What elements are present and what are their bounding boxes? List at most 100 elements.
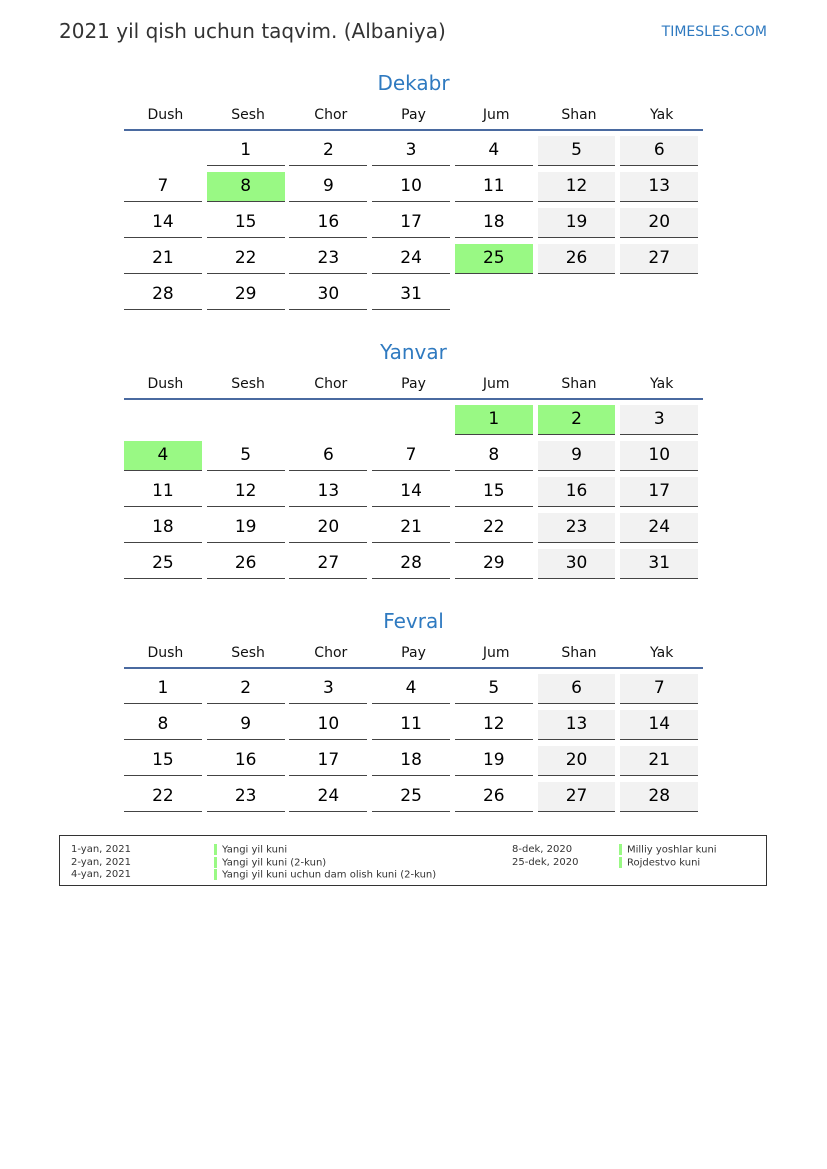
legend-holiday: Yangi yil kuni uchun dam olish kuni (2-k…: [214, 869, 436, 881]
day-cell[interactable]: 24: [289, 782, 368, 812]
day-cell[interactable]: 22: [124, 782, 202, 812]
day-cell[interactable]: 24: [620, 513, 699, 543]
day-cell[interactable]: 21: [372, 513, 450, 543]
day-cell[interactable]: 6: [620, 136, 699, 166]
day-cell[interactable]: 3: [620, 405, 699, 435]
day-cell[interactable]: 12: [454, 710, 533, 740]
weekday-label: Pay: [401, 645, 426, 661]
day-cell[interactable]: 10: [620, 441, 699, 471]
day-cell[interactable]: 6: [537, 674, 616, 704]
day-cell[interactable]: 5: [537, 136, 616, 166]
day-cell[interactable]: 12: [537, 172, 616, 202]
day-cell[interactable]: 20: [289, 513, 368, 543]
day-cell[interactable]: 1: [206, 136, 285, 166]
day-cell[interactable]: 3: [372, 136, 450, 166]
day-cell[interactable]: 19: [454, 746, 533, 776]
day-cell[interactable]: 17: [289, 746, 368, 776]
day-cell[interactable]: 13: [289, 477, 368, 507]
weekday-label: Sesh: [231, 107, 265, 123]
day-cell[interactable]: 5: [454, 674, 533, 704]
day-cell[interactable]: 13: [537, 710, 616, 740]
empty-cell: [207, 405, 285, 434]
day-cell[interactable]: 29: [454, 549, 533, 579]
day-cell[interactable]: 26: [454, 782, 533, 812]
day-cell[interactable]: 17: [372, 208, 450, 238]
day-cell[interactable]: 8: [124, 710, 202, 740]
day-cell[interactable]: 27: [537, 782, 616, 812]
day-cell[interactable]: 11: [124, 477, 202, 507]
day-cell[interactable]: 18: [124, 513, 202, 543]
day-cell[interactable]: 11: [372, 710, 450, 740]
day-cell[interactable]: 16: [537, 477, 616, 507]
weekday-label: Sesh: [231, 376, 265, 392]
day-cell[interactable]: 6: [289, 441, 368, 471]
week-row: 8 9 10 11 12 13 14: [124, 710, 703, 746]
day-cell[interactable]: 26: [206, 549, 285, 579]
day-cell[interactable]: 2: [206, 674, 285, 704]
day-cell[interactable]: 5: [206, 441, 285, 471]
day-cell[interactable]: 7: [372, 441, 450, 471]
day-cell[interactable]: 23: [537, 513, 616, 543]
day-cell[interactable]: 10: [289, 710, 368, 740]
day-cell[interactable]: 10: [372, 172, 450, 202]
day-cell[interactable]: 29: [206, 280, 285, 310]
day-cell[interactable]: 22: [206, 244, 285, 274]
day-cell[interactable]: 31: [372, 280, 450, 310]
day-cell[interactable]: 27: [620, 244, 699, 274]
day-cell[interactable]: 25: [372, 782, 450, 812]
day-cell[interactable]: 18: [454, 208, 533, 238]
day-cell[interactable]: 25: [454, 244, 533, 274]
day-cell[interactable]: 21: [124, 244, 202, 274]
day-cell[interactable]: 12: [206, 477, 285, 507]
day-cell[interactable]: 21: [620, 746, 699, 776]
day-cell[interactable]: 28: [620, 782, 699, 812]
day-cell[interactable]: 13: [620, 172, 699, 202]
day-cell[interactable]: 20: [537, 746, 616, 776]
day-cell[interactable]: 15: [124, 746, 202, 776]
day-cell[interactable]: 16: [206, 746, 285, 776]
day-cell[interactable]: 9: [537, 441, 616, 471]
day-cell[interactable]: 18: [372, 746, 450, 776]
day-cell[interactable]: 25: [124, 549, 202, 579]
day-cell[interactable]: 11: [454, 172, 533, 202]
day-cell[interactable]: 14: [372, 477, 450, 507]
legend-holiday: Rojdestvo kuni: [619, 856, 700, 869]
day-cell[interactable]: 22: [454, 513, 533, 543]
day-cell[interactable]: 14: [620, 710, 699, 740]
day-cell[interactable]: 24: [372, 244, 450, 274]
day-cell[interactable]: 8: [206, 172, 285, 202]
day-cell[interactable]: 15: [206, 208, 285, 238]
day-cell[interactable]: 2: [537, 405, 616, 435]
day-cell[interactable]: 4: [454, 136, 533, 166]
day-cell[interactable]: 23: [206, 782, 285, 812]
day-cell[interactable]: 7: [124, 172, 202, 202]
day-cell[interactable]: 26: [537, 244, 616, 274]
day-cell[interactable]: 3: [289, 674, 368, 704]
day-cell[interactable]: 28: [124, 280, 202, 310]
day-cell[interactable]: 30: [289, 280, 368, 310]
day-cell[interactable]: 17: [620, 477, 699, 507]
day-cell[interactable]: 9: [206, 710, 285, 740]
day-cell[interactable]: 8: [454, 441, 533, 471]
day-cell[interactable]: 30: [537, 549, 616, 579]
day-cell[interactable]: 23: [289, 244, 368, 274]
week-row: 25 26 27 28 29 30 31: [124, 549, 703, 585]
day-cell[interactable]: 4: [124, 441, 202, 471]
day-cell[interactable]: 2: [289, 136, 368, 166]
day-cell[interactable]: 27: [289, 549, 368, 579]
day-cell[interactable]: 15: [454, 477, 533, 507]
weekday-label: Chor: [314, 645, 348, 661]
day-cell[interactable]: 19: [537, 208, 616, 238]
day-cell[interactable]: 19: [206, 513, 285, 543]
day-cell[interactable]: 4: [372, 674, 450, 704]
day-cell[interactable]: 16: [289, 208, 368, 238]
day-cell[interactable]: 1: [124, 674, 202, 704]
day-cell[interactable]: 14: [124, 208, 202, 238]
brand-link[interactable]: TIMESLES.COM: [661, 24, 767, 40]
day-cell[interactable]: 20: [620, 208, 699, 238]
day-cell[interactable]: 1: [454, 405, 533, 435]
day-cell[interactable]: 9: [289, 172, 368, 202]
day-cell[interactable]: 7: [620, 674, 699, 704]
day-cell[interactable]: 31: [620, 549, 699, 579]
day-cell[interactable]: 28: [372, 549, 450, 579]
